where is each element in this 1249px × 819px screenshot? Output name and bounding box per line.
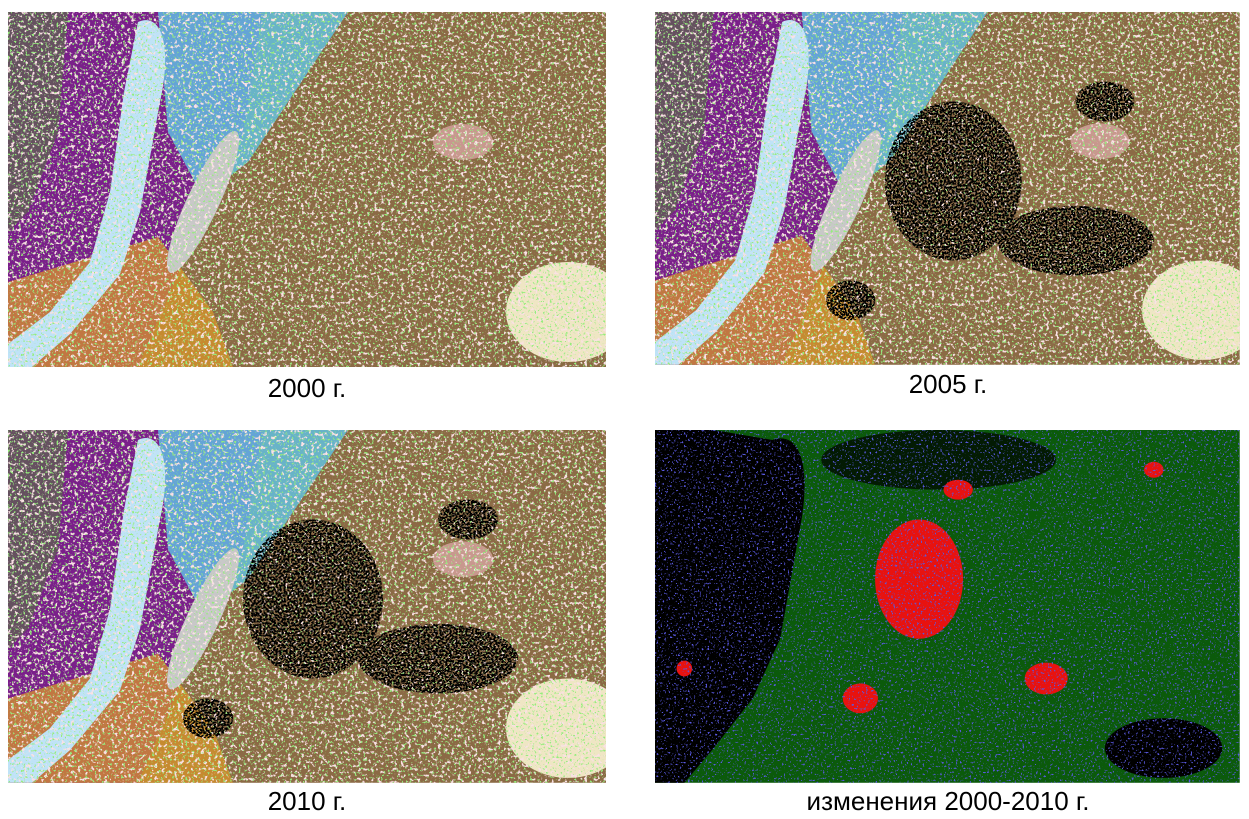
page: {"panels": [{"caption": "2000 г."}, {"ca… [0,0,1249,819]
figure: 2000 г. 2005 г. 2010 г. изменения 2000-2… [0,0,1249,814]
map-2005 [655,12,1249,365]
map-2010 [8,430,630,783]
caption: 2005 г. [909,369,988,399]
caption: 2010 г. [268,786,347,814]
caption: 2000 г. [268,373,347,403]
map-change [655,430,1240,783]
caption: изменения 2000-2010 г. [807,786,1090,814]
map-2000 [8,12,630,367]
